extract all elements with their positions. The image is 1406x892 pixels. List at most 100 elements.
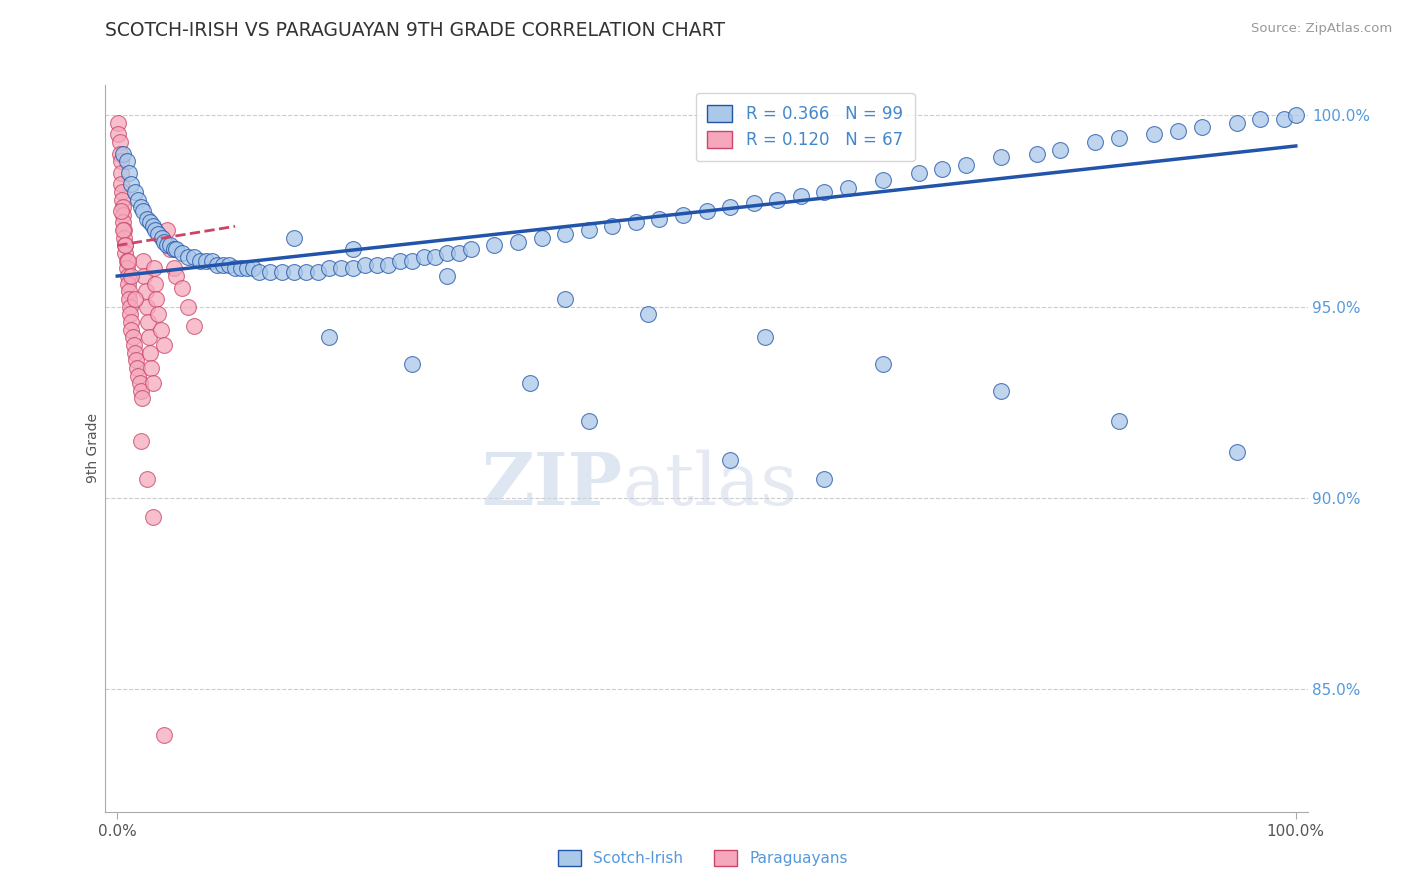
- Point: [907, 166, 929, 180]
- Point: [412, 250, 434, 264]
- Point: [353, 258, 375, 272]
- Point: [672, 208, 695, 222]
- Point: [118, 166, 141, 180]
- Point: [115, 261, 138, 276]
- Point: [447, 246, 470, 260]
- Point: [107, 128, 129, 142]
- Point: [554, 292, 576, 306]
- Point: [114, 246, 136, 260]
- Point: [114, 238, 136, 252]
- Point: [1272, 112, 1295, 127]
- Point: [110, 154, 132, 169]
- Point: [283, 265, 305, 279]
- Point: [149, 323, 172, 337]
- Point: [600, 219, 623, 234]
- Point: [124, 345, 146, 359]
- Point: [1249, 112, 1271, 127]
- Legend: Scotch-Irish, Paraguayans: Scotch-Irish, Paraguayans: [550, 841, 856, 875]
- Text: atlas: atlas: [623, 450, 797, 520]
- Point: [120, 315, 142, 329]
- Point: [1084, 135, 1107, 149]
- Point: [163, 261, 186, 276]
- Point: [1049, 143, 1071, 157]
- Point: [129, 200, 152, 214]
- Point: [107, 116, 129, 130]
- Point: [122, 338, 145, 352]
- Point: [484, 238, 506, 252]
- Point: [117, 277, 139, 291]
- Text: ZIP: ZIP: [481, 449, 623, 520]
- Point: [718, 452, 741, 467]
- Point: [142, 510, 165, 524]
- Point: [156, 238, 179, 252]
- Point: [742, 196, 765, 211]
- Point: [132, 204, 155, 219]
- Point: [165, 242, 187, 256]
- Point: [142, 261, 165, 276]
- Point: [436, 268, 458, 283]
- Point: [135, 285, 157, 299]
- Point: [506, 235, 529, 249]
- Point: [318, 261, 340, 276]
- Point: [127, 368, 149, 383]
- Point: [127, 193, 149, 207]
- Point: [955, 158, 977, 172]
- Point: [1143, 128, 1166, 142]
- Point: [135, 211, 157, 226]
- Point: [200, 253, 222, 268]
- Point: [114, 238, 136, 252]
- Point: [115, 253, 138, 268]
- Point: [142, 219, 165, 234]
- Point: [156, 223, 179, 237]
- Point: [578, 414, 600, 428]
- Point: [1191, 120, 1213, 134]
- Point: [813, 185, 835, 199]
- Point: [436, 246, 458, 260]
- Y-axis label: 9th Grade: 9th Grade: [86, 413, 100, 483]
- Point: [165, 268, 187, 283]
- Point: [283, 231, 305, 245]
- Point: [637, 307, 659, 321]
- Point: [1167, 123, 1189, 137]
- Point: [872, 173, 894, 187]
- Text: SCOTCH-IRISH VS PARAGUAYAN 9TH GRADE CORRELATION CHART: SCOTCH-IRISH VS PARAGUAYAN 9TH GRADE COR…: [105, 21, 725, 40]
- Point: [1108, 414, 1130, 428]
- Point: [790, 188, 813, 202]
- Point: [342, 242, 364, 256]
- Point: [128, 376, 150, 391]
- Point: [110, 204, 132, 219]
- Point: [366, 258, 388, 272]
- Point: [129, 384, 152, 398]
- Point: [139, 215, 162, 229]
- Point: [330, 261, 353, 276]
- Point: [170, 246, 193, 260]
- Point: [212, 258, 235, 272]
- Point: [183, 250, 205, 264]
- Point: [271, 265, 294, 279]
- Point: [143, 277, 166, 291]
- Point: [207, 258, 229, 272]
- Point: [218, 258, 240, 272]
- Point: [990, 151, 1012, 165]
- Point: [1025, 146, 1047, 161]
- Point: [135, 472, 157, 486]
- Point: [1108, 131, 1130, 145]
- Point: [124, 185, 146, 199]
- Point: [139, 345, 162, 359]
- Point: [111, 193, 134, 207]
- Point: [138, 330, 160, 344]
- Point: [872, 357, 894, 371]
- Point: [142, 376, 165, 391]
- Point: [110, 178, 132, 192]
- Point: [648, 211, 671, 226]
- Point: [1226, 116, 1249, 130]
- Point: [118, 285, 141, 299]
- Point: [229, 261, 252, 276]
- Legend: R = 0.366   N = 99, R = 0.120   N = 67: R = 0.366 N = 99, R = 0.120 N = 67: [696, 93, 914, 161]
- Point: [401, 253, 423, 268]
- Point: [718, 200, 741, 214]
- Point: [183, 318, 205, 333]
- Point: [177, 300, 200, 314]
- Point: [460, 242, 482, 256]
- Point: [143, 223, 166, 237]
